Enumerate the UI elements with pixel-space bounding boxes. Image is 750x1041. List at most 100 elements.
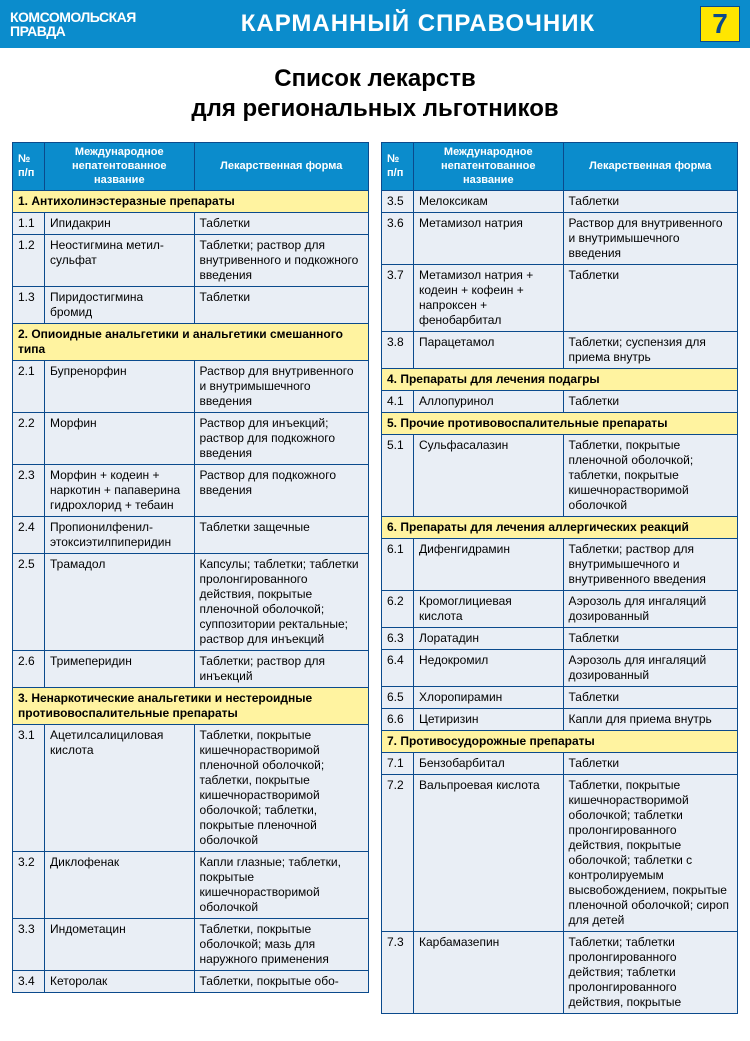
cell-num: 1.1 <box>13 213 45 235</box>
cell-name: Кромоглициевая кислота <box>414 591 564 628</box>
section-header: 7. Противосудорожные препараты <box>382 731 738 753</box>
logo-line2: ПРАВДА <box>10 24 136 38</box>
cell-num: 6.5 <box>382 687 414 709</box>
cell-name: Ипидакрин <box>45 213 195 235</box>
cell-name: Неостигмина метил-сульфат <box>45 235 195 287</box>
main-title: Список лекарствдля региональных льготник… <box>0 48 750 142</box>
cell-name: Аллопуринол <box>414 391 564 413</box>
cell-form: Таблетки; раствор для внутримышечного и … <box>563 539 737 591</box>
page-number: 7 <box>700 6 740 42</box>
cell-name: Сульфасалазин <box>414 435 564 517</box>
cell-name: Морфин <box>45 413 195 465</box>
left-table: №п/п Международное непатентованное назва… <box>12 142 369 993</box>
cell-num: 2.3 <box>13 465 45 517</box>
cell-form: Таблетки; таблетки пролонгированного дей… <box>563 932 737 1014</box>
cell-form: Таблетки, покрытые обо- <box>194 971 368 993</box>
cell-num: 6.4 <box>382 650 414 687</box>
section-header: 1. Антихолинэстеразные препараты <box>13 191 369 213</box>
cell-name: Метамизол натрия <box>414 213 564 265</box>
cell-form: Капли для приема внутрь <box>563 709 737 731</box>
th-form: Лекарственная форма <box>194 143 368 191</box>
cell-name: Хлоропирамин <box>414 687 564 709</box>
cell-form: Раствор для внутривенного и внутримышечн… <box>563 213 737 265</box>
cell-name: Цетиризин <box>414 709 564 731</box>
cell-form: Таблетки; суспензия для приема внутрь <box>563 332 737 369</box>
cell-name: Пропионилфенил-этоксиэтилпиперидин <box>45 517 195 554</box>
cell-form: Таблетки, покрытые пленочной оболочкой; … <box>563 435 737 517</box>
cell-name: Карбамазепин <box>414 932 564 1014</box>
cell-form: Капсулы; таблетки; таблетки пролонгирова… <box>194 554 368 651</box>
section-header: 6. Препараты для лечения аллергических р… <box>382 517 738 539</box>
cell-form: Таблетки, покрытые кишечнорастворимой пл… <box>194 725 368 852</box>
cell-num: 7.1 <box>382 753 414 775</box>
cell-name: Лоратадин <box>414 628 564 650</box>
right-column: №п/п Международное непатентованное назва… <box>381 142 738 1014</box>
th-form: Лекарственная форма <box>563 143 737 191</box>
cell-name: Кеторолак <box>45 971 195 993</box>
cell-num: 7.3 <box>382 932 414 1014</box>
logo: КОМСОМОЛЬСКАЯ ПРАВДА <box>10 10 136 38</box>
right-table: №п/п Международное непатентованное назва… <box>381 142 738 1014</box>
cell-name: Бензобарбитал <box>414 753 564 775</box>
section-header: 4. Препараты для лечения подагры <box>382 369 738 391</box>
header-title: КАРМАННЫЙ СПРАВОЧНИК <box>136 10 700 38</box>
cell-name: Мелоксикам <box>414 191 564 213</box>
cell-form: Таблетки <box>194 287 368 324</box>
cell-num: 2.4 <box>13 517 45 554</box>
cell-num: 3.2 <box>13 852 45 919</box>
cell-form: Таблетки, покрытые кишечнорастворимой об… <box>563 775 737 932</box>
cell-num: 6.6 <box>382 709 414 731</box>
section-header: 2. Опиоидные анальгетики и анальгетики с… <box>13 324 369 361</box>
cell-form: Таблетки <box>194 213 368 235</box>
cell-form: Таблетки <box>563 687 737 709</box>
cell-form: Таблетки, покрытые оболочкой; мазь для н… <box>194 919 368 971</box>
cell-num: 3.4 <box>13 971 45 993</box>
cell-name: Бупренорфин <box>45 361 195 413</box>
cell-num: 3.7 <box>382 265 414 332</box>
cell-num: 6.2 <box>382 591 414 628</box>
cell-form: Таблетки; раствор для внутривенного и по… <box>194 235 368 287</box>
cell-form: Капли глазные; таблетки, покрытые кишечн… <box>194 852 368 919</box>
cell-name: Тримеперидин <box>45 651 195 688</box>
cell-name: Парацетамол <box>414 332 564 369</box>
section-header: 3. Ненаркотические анальгетики и нестеро… <box>13 688 369 725</box>
cell-name: Ацетилсалициловая кислота <box>45 725 195 852</box>
header-bar: КОМСОМОЛЬСКАЯ ПРАВДА КАРМАННЫЙ СПРАВОЧНИ… <box>0 0 750 48</box>
cell-num: 6.3 <box>382 628 414 650</box>
cell-num: 2.6 <box>13 651 45 688</box>
cell-form: Таблетки <box>563 628 737 650</box>
cell-form: Аэрозоль для ингаляций дозированный <box>563 591 737 628</box>
cell-num: 3.1 <box>13 725 45 852</box>
cell-num: 3.6 <box>382 213 414 265</box>
cell-form: Таблетки защечные <box>194 517 368 554</box>
left-column: №п/п Международное непатентованное назва… <box>12 142 369 1014</box>
cell-form: Таблетки; раствор для инъекций <box>194 651 368 688</box>
cell-name: Морфин + кодеин + наркотин + папаверина … <box>45 465 195 517</box>
cell-num: 7.2 <box>382 775 414 932</box>
th-num: №п/п <box>13 143 45 191</box>
cell-name: Диклофенак <box>45 852 195 919</box>
cell-num: 3.5 <box>382 191 414 213</box>
section-header: 5. Прочие противовоспалительные препарат… <box>382 413 738 435</box>
th-name: Международное непатентованное название <box>414 143 564 191</box>
cell-name: Дифенгидрамин <box>414 539 564 591</box>
cell-num: 6.1 <box>382 539 414 591</box>
cell-name: Пиридостигмина бромид <box>45 287 195 324</box>
cell-num: 5.1 <box>382 435 414 517</box>
cell-name: Трамадол <box>45 554 195 651</box>
cell-form: Таблетки <box>563 191 737 213</box>
cell-form: Раствор для подкожного введения <box>194 465 368 517</box>
cell-num: 2.5 <box>13 554 45 651</box>
cell-name: Недокромил <box>414 650 564 687</box>
cell-form: Таблетки <box>563 265 737 332</box>
th-name: Международное непатентованное название <box>45 143 195 191</box>
cell-num: 2.1 <box>13 361 45 413</box>
cell-name: Индометацин <box>45 919 195 971</box>
th-num: №п/п <box>382 143 414 191</box>
cell-form: Раствор для внутривенного и внутримышечн… <box>194 361 368 413</box>
cell-num: 3.3 <box>13 919 45 971</box>
cell-num: 2.2 <box>13 413 45 465</box>
cell-name: Метамизол натрия + кодеин + кофеин + нап… <box>414 265 564 332</box>
cell-form: Таблетки <box>563 391 737 413</box>
cell-num: 1.2 <box>13 235 45 287</box>
